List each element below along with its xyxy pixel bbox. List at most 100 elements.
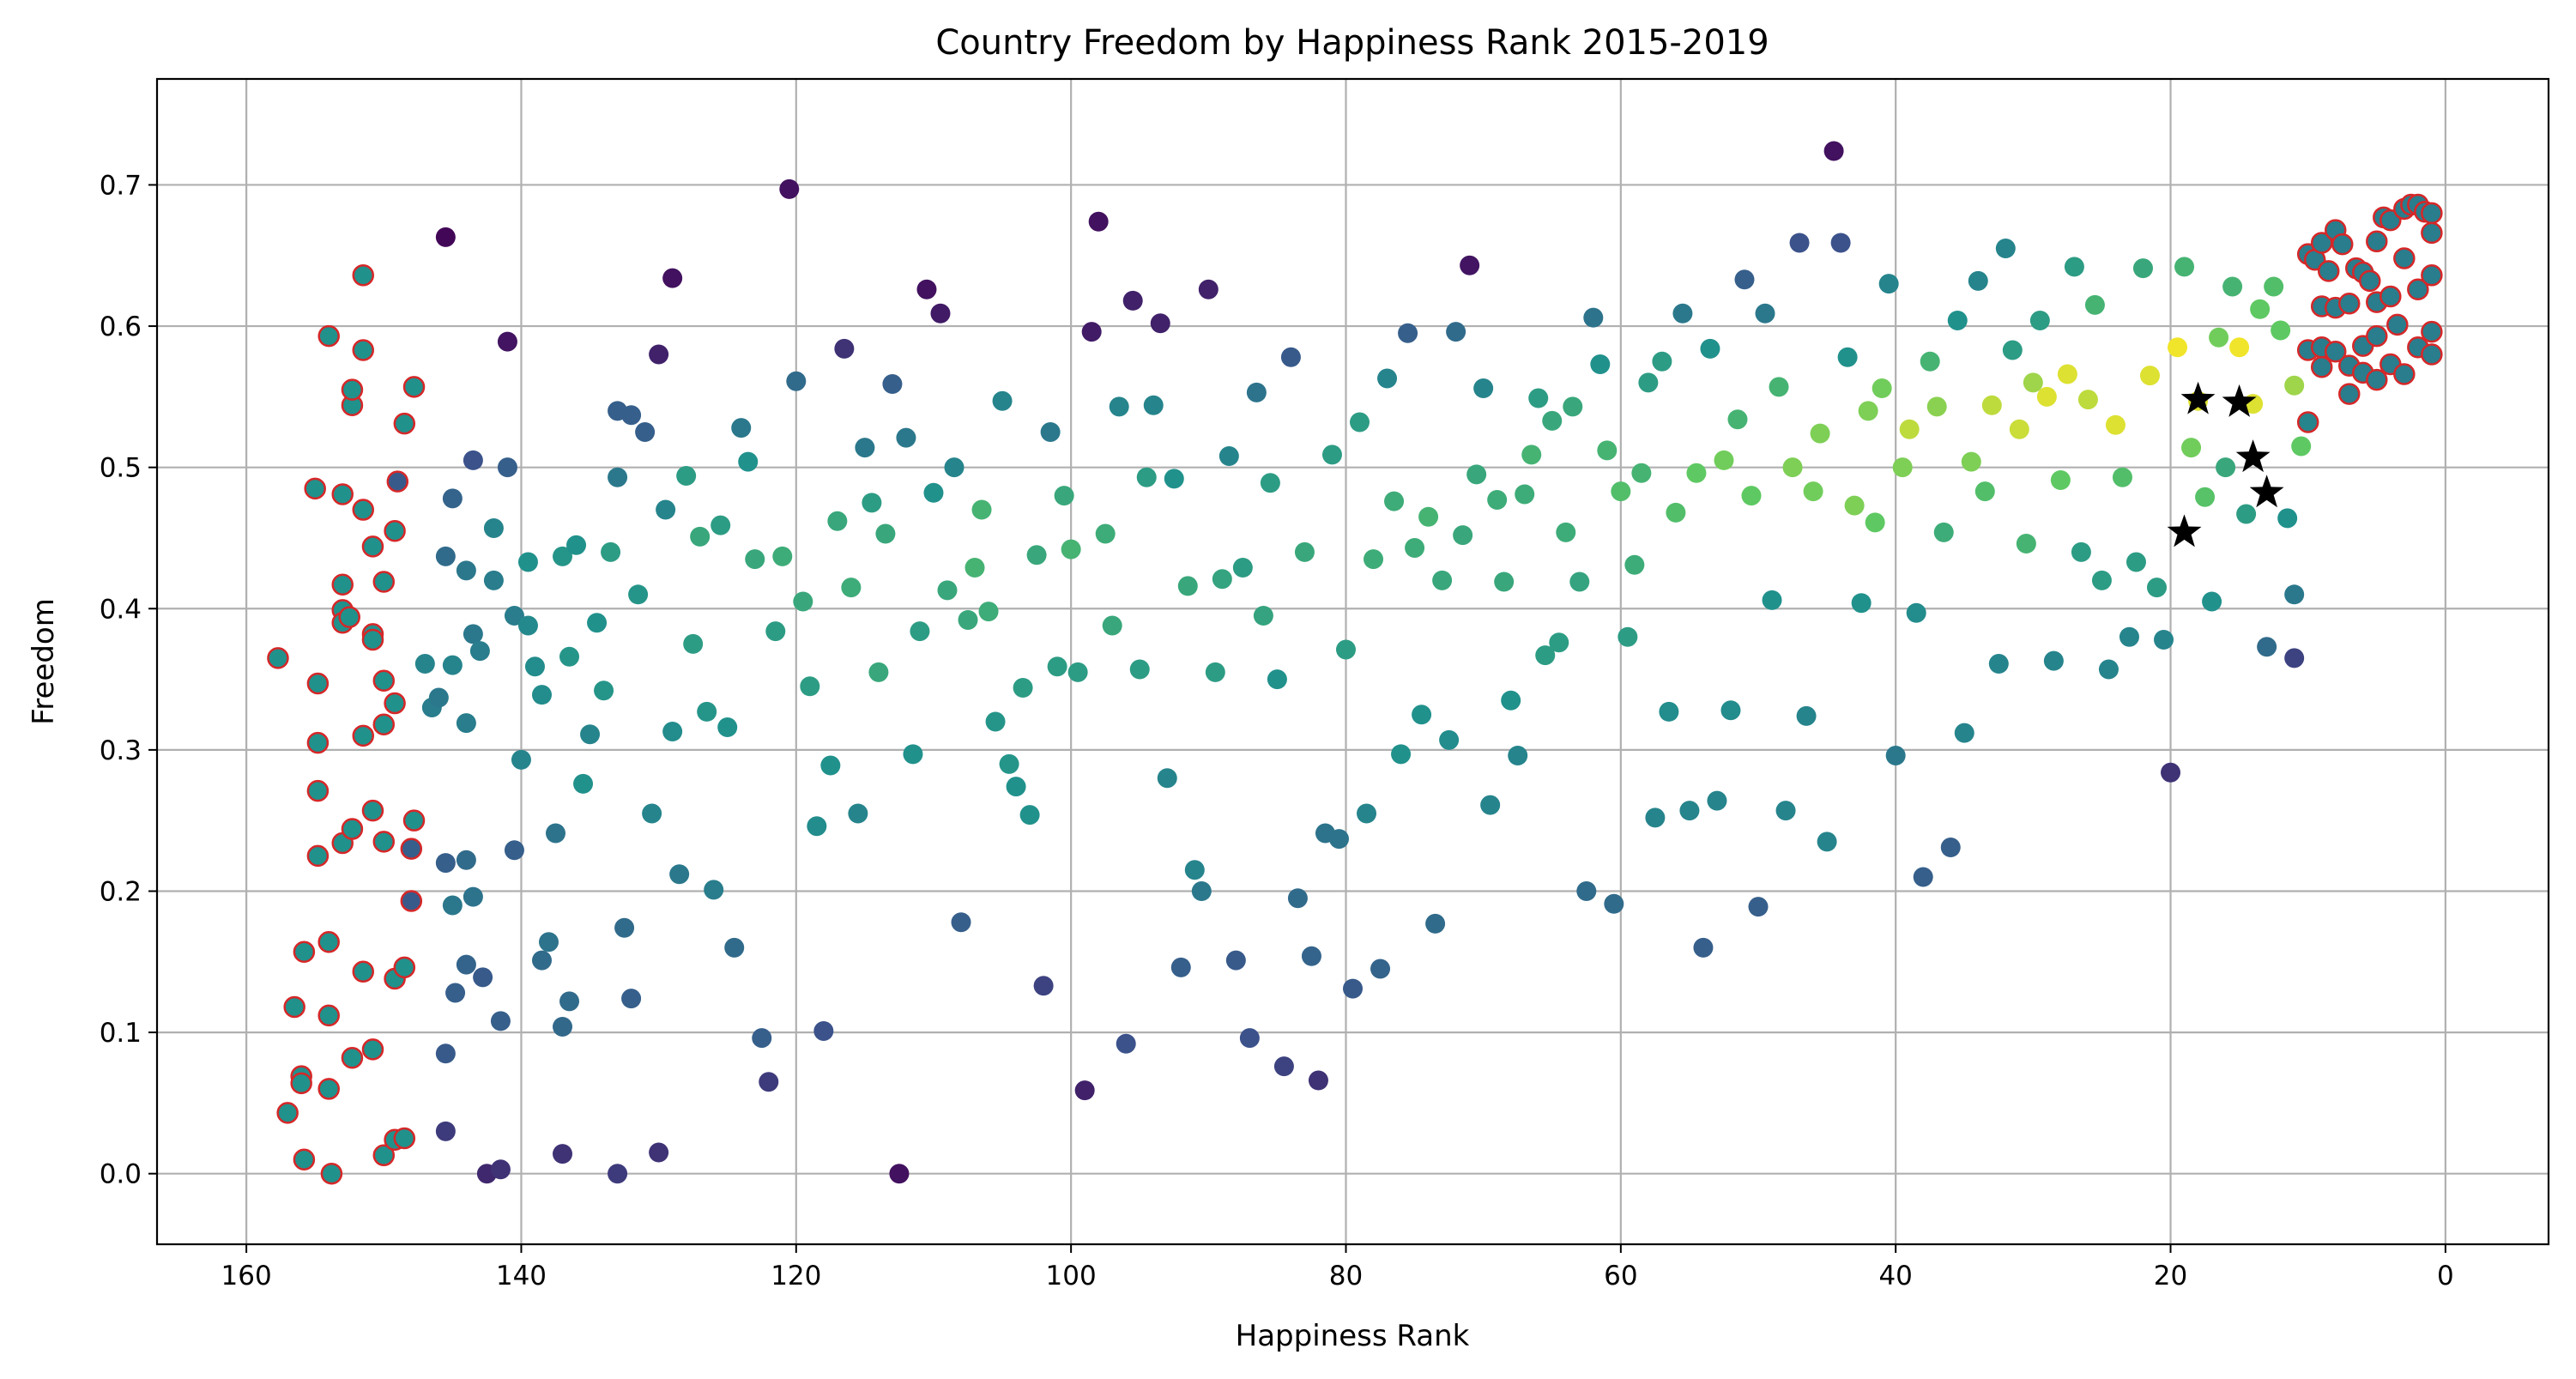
data-point	[1370, 959, 1391, 979]
outlined-data-point	[2296, 411, 2319, 433]
outlined-data-point	[386, 470, 409, 493]
data-point	[2057, 364, 2077, 384]
data-point	[1150, 313, 1170, 334]
data-point	[765, 621, 786, 642]
data-point	[1803, 481, 1823, 502]
plot-frame	[155, 77, 2550, 1246]
data-point	[683, 633, 704, 654]
outlined-data-point	[2393, 363, 2416, 385]
data-point	[1446, 322, 1466, 342]
data-point	[1013, 677, 1033, 698]
data-point	[435, 227, 456, 247]
data-point	[992, 390, 1013, 411]
data-point	[772, 546, 793, 566]
data-point	[1714, 450, 1734, 470]
data-point	[435, 853, 456, 874]
data-point	[759, 1072, 779, 1092]
outlined-data-point	[352, 960, 375, 983]
data-point	[1569, 572, 1590, 592]
data-point	[800, 676, 820, 697]
data-point	[2132, 258, 2153, 279]
chart-title: Country Freedom by Happiness Rank 2015-2…	[935, 23, 1769, 63]
data-point	[1343, 978, 1363, 999]
outlined-data-point	[2393, 247, 2416, 269]
data-point	[1906, 602, 1926, 623]
data-point	[1549, 632, 1569, 653]
data-point	[531, 950, 552, 971]
highlighted-star-points	[2167, 381, 2284, 547]
data-point	[1480, 795, 1501, 815]
data-point	[2154, 629, 2174, 650]
data-point	[1157, 768, 1177, 789]
data-point	[1116, 1033, 1136, 1054]
data-point	[1892, 457, 1913, 478]
outlined-data-point	[384, 692, 406, 715]
data-point	[2236, 504, 2257, 524]
data-point	[1129, 659, 1150, 680]
data-point	[958, 609, 978, 630]
data-point	[442, 895, 463, 916]
y-tick-label: 0.6	[100, 311, 142, 342]
outlined-data-point	[361, 628, 384, 651]
data-point	[1638, 372, 1659, 393]
star-marker	[2180, 381, 2216, 414]
outlined-data-point	[317, 1078, 340, 1100]
data-point	[2216, 457, 2236, 478]
data-point	[428, 687, 449, 708]
data-point	[793, 591, 813, 612]
outlined-data-point	[400, 838, 423, 860]
data-point	[1143, 395, 1164, 415]
data-point	[1631, 463, 1652, 483]
data-point	[1184, 860, 1205, 880]
data-point	[882, 374, 903, 395]
data-point	[2277, 508, 2298, 529]
data-point	[1350, 412, 1370, 432]
data-point	[1198, 279, 1218, 299]
data-point	[1501, 690, 1521, 711]
data-point	[1837, 347, 1858, 367]
outlined-data-point	[331, 483, 354, 505]
data-point	[1294, 541, 1315, 562]
data-point	[546, 823, 565, 844]
outlined-data-point	[372, 669, 396, 692]
data-point	[1253, 606, 1273, 626]
x-tick-label: 100	[1046, 1261, 1097, 1291]
outlined-data-point	[304, 477, 326, 500]
data-point	[1933, 522, 1954, 542]
data-point	[2284, 648, 2305, 668]
outlined-data-point	[267, 647, 289, 669]
outlined-data-point	[393, 1127, 416, 1150]
data-point	[1122, 290, 1143, 311]
data-point	[1817, 832, 1837, 852]
data-point	[2284, 584, 2305, 605]
y-tick-label: 0.5	[100, 453, 142, 484]
outlined-data-point	[317, 324, 340, 348]
data-point	[1432, 570, 1453, 590]
data-point	[553, 1017, 573, 1037]
outlined-data-point	[306, 779, 330, 802]
y-tick-label: 0.1	[100, 1018, 142, 1049]
data-point	[1672, 303, 1693, 324]
data-point	[1762, 590, 1782, 610]
data-point	[2009, 419, 2029, 439]
data-point	[456, 954, 476, 975]
data-point	[656, 499, 676, 520]
data-point	[2050, 469, 2071, 490]
outlined-data-point	[290, 1072, 312, 1095]
data-point	[1810, 423, 1830, 444]
outlined-data-point	[341, 1046, 364, 1069]
data-point	[2029, 310, 2050, 330]
outlined-data-point	[361, 799, 384, 822]
data-point	[1851, 593, 1872, 614]
y-axis-label: Freedom	[27, 598, 61, 725]
data-point	[1260, 473, 1280, 493]
outlined-data-point	[283, 995, 305, 1019]
outlined-data-point	[2359, 269, 2381, 293]
data-point	[635, 422, 656, 443]
data-point	[580, 724, 601, 745]
data-point	[1652, 351, 1672, 372]
data-point	[1974, 481, 1995, 502]
data-point	[2161, 762, 2181, 783]
data-point	[820, 755, 841, 776]
